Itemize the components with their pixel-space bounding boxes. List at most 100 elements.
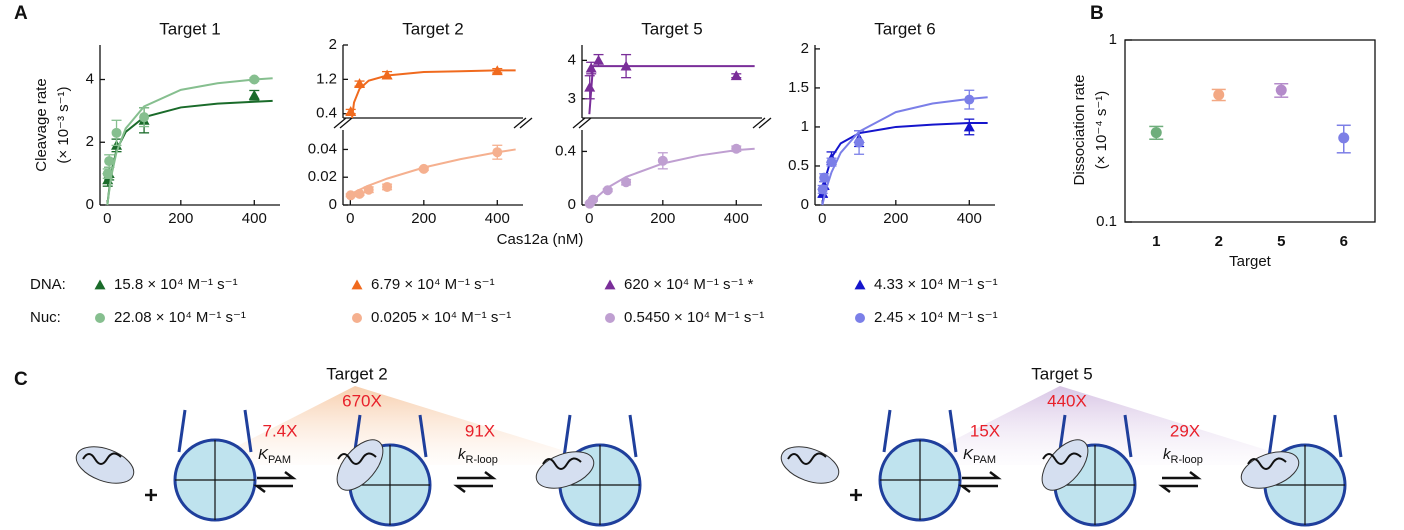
step-fold: 29X bbox=[1170, 421, 1200, 440]
data-point bbox=[584, 82, 595, 92]
axis-break bbox=[753, 118, 765, 128]
data-point bbox=[1213, 89, 1224, 100]
equilibrium-arrow bbox=[1162, 472, 1198, 492]
legend-label: 0.5450 × 10⁴ M⁻¹ s⁻¹ bbox=[624, 309, 764, 326]
y-axis-label: Dissociation rate bbox=[1071, 75, 1088, 186]
scheme-title: Target 2 bbox=[326, 364, 387, 383]
step-fold: 15X bbox=[970, 421, 1000, 440]
legend-marker bbox=[605, 313, 615, 323]
legend-label: 15.8 × 10⁴ M⁻¹ s⁻¹ bbox=[114, 276, 238, 293]
chart-title: Target 6 bbox=[874, 19, 935, 38]
y-tick-label: 0.1 bbox=[1096, 213, 1117, 230]
fit-line bbox=[107, 78, 272, 205]
rate-subscript: PAM bbox=[268, 454, 291, 466]
y-tick-label: 0.04 bbox=[308, 140, 337, 157]
x-tick-label: 0 bbox=[585, 210, 593, 227]
fit-line bbox=[107, 101, 272, 205]
fit-line bbox=[350, 149, 515, 195]
y-tick-label: 3 bbox=[568, 90, 576, 107]
y-axis-unit: (× 10⁻³ s⁻¹) bbox=[55, 86, 72, 163]
data-point bbox=[112, 128, 122, 138]
legend-marker bbox=[605, 280, 616, 290]
x-tick-label: 200 bbox=[650, 210, 675, 227]
fit-line bbox=[589, 66, 754, 114]
y-tick-label: 0.5 bbox=[788, 157, 809, 174]
y-axis-unit: (× 10⁻⁴ s⁻¹) bbox=[1093, 91, 1110, 170]
y-tick-label: 2 bbox=[86, 133, 94, 150]
data-point bbox=[588, 195, 598, 205]
data-point bbox=[621, 177, 631, 187]
panel-label: A bbox=[14, 3, 28, 24]
cas12a bbox=[71, 440, 138, 491]
plus-sign bbox=[145, 489, 157, 501]
scheme-title: Target 5 bbox=[1031, 364, 1092, 383]
data-point bbox=[345, 106, 356, 116]
panel-label: B bbox=[1090, 3, 1104, 24]
y-axis-label: Cleavage rate bbox=[33, 78, 50, 171]
figure: A B C Cleavage rate (× 10⁻³ s⁻¹) Cas12a … bbox=[0, 0, 1404, 530]
plus-sign bbox=[850, 489, 862, 501]
fit-line bbox=[822, 97, 987, 205]
legend-row-label: Nuc: bbox=[30, 309, 61, 326]
equilibrium-arrow bbox=[257, 472, 293, 492]
y-tick-label: 0 bbox=[86, 196, 94, 213]
x-tick-label: 0 bbox=[103, 210, 111, 227]
y-tick-label: 0.4 bbox=[316, 105, 337, 122]
data-point bbox=[603, 185, 613, 195]
legend-marker bbox=[95, 313, 105, 323]
x-tick-label: 5 bbox=[1277, 233, 1285, 250]
y-tick-label: 4 bbox=[568, 51, 576, 68]
axis-break bbox=[579, 118, 591, 128]
legend-label: 620 × 10⁴ M⁻¹ s⁻¹ * bbox=[624, 276, 754, 293]
rate-subscript: PAM bbox=[973, 454, 996, 466]
data-point bbox=[819, 173, 829, 183]
data-point bbox=[1338, 132, 1349, 143]
axis-break bbox=[340, 118, 352, 128]
legend-marker bbox=[352, 313, 362, 323]
data-point bbox=[1276, 85, 1287, 96]
x-tick-label: 200 bbox=[883, 210, 908, 227]
y-tick-label: 1.5 bbox=[788, 79, 809, 96]
data-point bbox=[658, 156, 668, 166]
x-tick-label: 1 bbox=[1152, 233, 1160, 250]
x-tick-label: 2 bbox=[1215, 233, 1223, 250]
data-point bbox=[593, 55, 604, 65]
chart-title: Target 5 bbox=[641, 19, 702, 38]
y-tick-label: 0 bbox=[568, 196, 576, 213]
data-point bbox=[249, 75, 259, 85]
panel-label: C bbox=[14, 369, 28, 390]
legend-label: 2.45 × 10⁴ M⁻¹ s⁻¹ bbox=[874, 309, 998, 326]
x-tick-label: 0 bbox=[818, 210, 826, 227]
legend-label: 4.33 × 10⁴ M⁻¹ s⁻¹ bbox=[874, 276, 998, 293]
legend-marker bbox=[855, 313, 865, 323]
data-point bbox=[355, 189, 365, 199]
chart-title: Target 2 bbox=[402, 19, 463, 38]
y-tick-label: 0.02 bbox=[308, 168, 337, 185]
legend-label: 6.79 × 10⁴ M⁻¹ s⁻¹ bbox=[371, 276, 495, 293]
fit-line bbox=[350, 70, 515, 131]
data-point bbox=[731, 70, 742, 80]
data-point bbox=[382, 182, 392, 192]
y-tick-label: 0 bbox=[801, 196, 809, 213]
data-point bbox=[492, 147, 502, 157]
data-point bbox=[1151, 127, 1162, 138]
x-tick-label: 400 bbox=[485, 210, 510, 227]
overall-fold: 670X bbox=[342, 391, 382, 410]
y-tick-label: 1 bbox=[801, 118, 809, 135]
equilibrium-arrow bbox=[457, 472, 493, 492]
data-point bbox=[964, 95, 974, 105]
data-point bbox=[354, 78, 365, 88]
legend-marker bbox=[352, 280, 363, 290]
rate-subscript: R-loop bbox=[466, 454, 498, 466]
data-point bbox=[346, 190, 356, 200]
x-tick-label: 0 bbox=[346, 210, 354, 227]
legend-marker bbox=[95, 280, 106, 290]
data-point bbox=[103, 169, 113, 179]
data-point bbox=[249, 90, 260, 100]
cas12a bbox=[776, 440, 843, 491]
fit-line bbox=[822, 123, 987, 205]
x-axis-label: Target bbox=[1229, 253, 1272, 270]
data-point bbox=[364, 185, 374, 195]
axis-break bbox=[759, 118, 771, 128]
fit-line bbox=[589, 149, 754, 205]
